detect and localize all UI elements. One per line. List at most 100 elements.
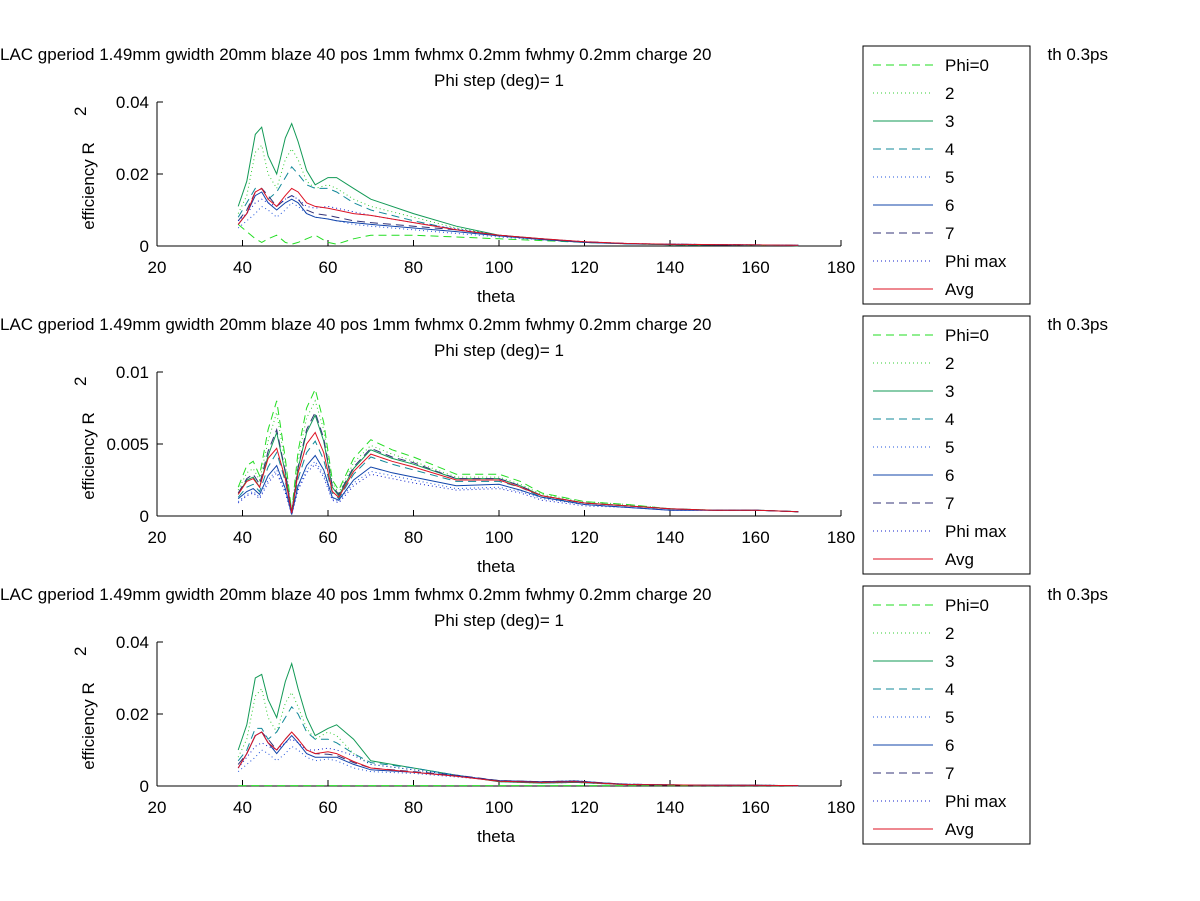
legend-entry: 7	[945, 224, 954, 243]
legend-entry: 3	[945, 382, 954, 401]
legend-entry: 5	[945, 438, 954, 457]
x-tick-label: 100	[485, 258, 513, 277]
legend-entry: Phi max	[945, 522, 1007, 541]
x-axis-label: theta	[477, 827, 515, 846]
legend-entry: 7	[945, 764, 954, 783]
series-line-3	[237, 661, 799, 787]
x-tick-label: 160	[741, 798, 769, 817]
series-line-2	[237, 144, 799, 247]
x-tick-label: 20	[148, 528, 167, 547]
series-line-9	[237, 431, 799, 514]
x-tick-label: 40	[233, 528, 252, 547]
y-axis-label-superscript: 2	[71, 647, 90, 656]
y-axis-label-group: efficiency R 2	[71, 107, 98, 230]
series-line-8	[237, 463, 799, 517]
x-tick-label: 120	[570, 258, 598, 277]
chart-title-tail: th 0.3ps	[1048, 315, 1109, 334]
legend-entry: 2	[945, 354, 954, 373]
chart-panel-2: LAC gperiod 1.49mm gwidth 20mm blaze 40 …	[0, 315, 1108, 576]
legend-box	[862, 315, 1031, 575]
chart-subtitle: Phi step (deg)= 1	[434, 611, 564, 630]
legend-entry: 4	[945, 410, 954, 429]
legend-entry: 5	[945, 168, 954, 187]
x-tick-label: 140	[656, 798, 684, 817]
x-tick-label: 80	[404, 258, 423, 277]
series-line-4	[237, 705, 799, 787]
y-tick-label: 0.005	[106, 435, 149, 454]
chart-title-tail: th 0.3ps	[1048, 45, 1109, 64]
legend-box	[862, 45, 1031, 305]
x-tick-label: 100	[485, 528, 513, 547]
series-line-9	[237, 731, 799, 787]
series-line-8	[237, 738, 799, 787]
x-tick-label: 120	[570, 798, 598, 817]
x-tick-label: 20	[148, 798, 167, 817]
series-line-9	[237, 187, 799, 246]
chart-panel-1: LAC gperiod 1.49mm gwidth 20mm blaze 40 …	[0, 45, 1108, 306]
series-line-2	[237, 687, 799, 787]
chart-title: LAC gperiod 1.49mm gwidth 20mm blaze 40 …	[0, 315, 711, 334]
series-line-6	[237, 454, 799, 515]
series-line-4	[237, 165, 799, 247]
x-tick-label: 140	[656, 528, 684, 547]
x-tick-label: 120	[570, 528, 598, 547]
y-tick-label: 0.04	[116, 93, 149, 112]
y-tick-label: 0.02	[116, 705, 149, 724]
legend-box	[862, 585, 1031, 845]
y-axis-label-group: efficiency R 2	[71, 377, 98, 500]
x-tick-label: 160	[741, 528, 769, 547]
chart-subtitle: Phi step (deg)= 1	[434, 71, 564, 90]
legend-entry: 3	[945, 112, 954, 131]
legend-entry: 6	[945, 466, 954, 485]
y-tick-label: 0	[140, 237, 149, 256]
y-tick-label: 0.02	[116, 165, 149, 184]
legend-entry: Avg	[945, 820, 974, 839]
chart-panel-3: LAC gperiod 1.49mm gwidth 20mm blaze 40 …	[0, 585, 1108, 846]
legend: Phi=0 2 3 4 5 6 7 Phi max Avg	[862, 45, 1031, 305]
x-tick-label: 80	[404, 528, 423, 547]
series-line-7	[237, 410, 799, 514]
x-tick-label: 20	[148, 258, 167, 277]
y-axis-label-group: efficiency R 2	[71, 647, 98, 770]
x-tick-label: 40	[233, 258, 252, 277]
x-tick-label: 80	[404, 798, 423, 817]
series-line-5	[237, 460, 799, 517]
legend-entry: 4	[945, 680, 954, 699]
series-line-3	[237, 413, 799, 514]
chart-title: LAC gperiod 1.49mm gwidth 20mm blaze 40 …	[0, 585, 711, 604]
series-line-6	[237, 731, 799, 787]
x-tick-label: 40	[233, 798, 252, 817]
series-line-8	[237, 195, 799, 246]
legend-entry: Phi max	[945, 252, 1007, 271]
chart-title: LAC gperiod 1.49mm gwidth 20mm blaze 40 …	[0, 45, 711, 64]
legend-entry: Phi=0	[945, 56, 989, 75]
x-tick-label: 60	[319, 258, 338, 277]
legend-entry: Phi=0	[945, 326, 989, 345]
y-axis-label-superscript: 2	[71, 377, 90, 386]
series-line-1	[237, 387, 799, 513]
y-axis-label: efficiency R	[79, 412, 98, 500]
x-tick-label: 60	[319, 798, 338, 817]
series-line-3	[237, 122, 799, 247]
x-tick-label: 180	[827, 528, 855, 547]
y-tick-label: 0	[140, 777, 149, 796]
chart-title-tail: th 0.3ps	[1048, 585, 1109, 604]
legend-entry: 5	[945, 708, 954, 727]
legend-entry: Phi=0	[945, 596, 989, 615]
y-axis-label-superscript: 2	[71, 107, 90, 116]
x-tick-label: 100	[485, 798, 513, 817]
legend-entry: Avg	[945, 550, 974, 569]
x-tick-label: 60	[319, 528, 338, 547]
x-tick-label: 180	[827, 258, 855, 277]
x-axis-label: theta	[477, 557, 515, 576]
x-axis-label: theta	[477, 287, 515, 306]
y-axis-label: efficiency R	[79, 142, 98, 230]
x-tick-label: 160	[741, 258, 769, 277]
legend-entry: Phi max	[945, 792, 1007, 811]
legend-entry: 6	[945, 196, 954, 215]
legend: Phi=0 2 3 4 5 6 7 Phi max Avg	[862, 315, 1031, 575]
series-line-1	[237, 224, 799, 247]
series-line-4	[237, 440, 799, 514]
legend-entry: 6	[945, 736, 954, 755]
